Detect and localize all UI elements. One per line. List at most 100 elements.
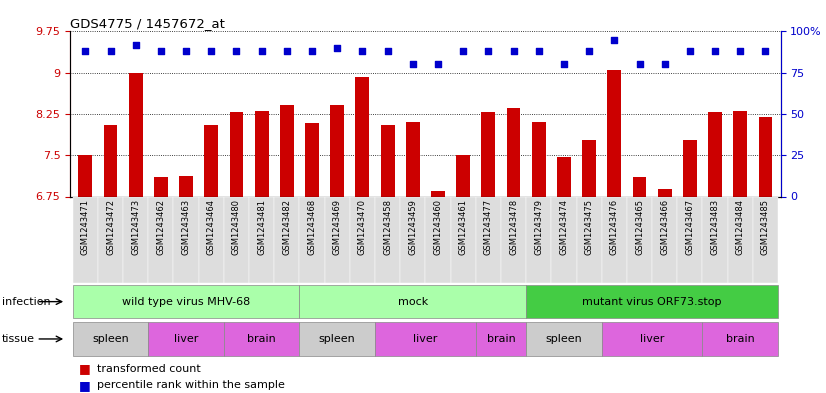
Point: [356, 48, 369, 54]
Bar: [728, 196, 752, 283]
Bar: [300, 196, 325, 283]
Text: GSM1243459: GSM1243459: [408, 199, 417, 255]
Bar: [300, 322, 375, 356]
Text: percentile rank within the sample: percentile rank within the sample: [97, 380, 284, 390]
Bar: [149, 322, 224, 356]
Bar: [582, 140, 596, 196]
Bar: [406, 122, 420, 196]
Bar: [73, 196, 98, 283]
Point: [582, 48, 596, 54]
Point: [406, 61, 420, 68]
Text: GSM1243485: GSM1243485: [761, 199, 770, 255]
Bar: [154, 177, 168, 196]
Bar: [98, 196, 123, 283]
Bar: [501, 196, 526, 283]
Text: GSM1243462: GSM1243462: [156, 199, 165, 255]
Bar: [204, 125, 218, 196]
Bar: [73, 322, 149, 356]
Point: [709, 48, 722, 54]
Bar: [532, 122, 546, 196]
Bar: [325, 196, 350, 283]
Bar: [733, 111, 748, 196]
Text: spleen: spleen: [545, 334, 582, 344]
Text: GSM1243458: GSM1243458: [383, 199, 392, 255]
Text: GSM1243479: GSM1243479: [534, 199, 544, 255]
Bar: [381, 125, 395, 196]
Bar: [375, 322, 476, 356]
Point: [532, 48, 545, 54]
Bar: [224, 196, 249, 283]
Bar: [551, 196, 577, 283]
Text: GSM1243467: GSM1243467: [686, 199, 695, 255]
Point: [431, 61, 444, 68]
Bar: [657, 189, 672, 196]
Bar: [652, 196, 677, 283]
Point: [608, 37, 621, 43]
Point: [104, 48, 117, 54]
Bar: [633, 177, 647, 196]
Bar: [456, 155, 470, 196]
Text: GSM1243468: GSM1243468: [307, 199, 316, 255]
Point: [129, 42, 142, 48]
Bar: [375, 196, 401, 283]
Bar: [677, 196, 702, 283]
Point: [683, 48, 696, 54]
Bar: [752, 196, 778, 283]
Text: GSM1243480: GSM1243480: [232, 199, 241, 255]
Point: [205, 48, 218, 54]
Bar: [179, 176, 193, 196]
Text: GSM1243466: GSM1243466: [660, 199, 669, 255]
Point: [733, 48, 747, 54]
Bar: [557, 157, 571, 196]
Text: infection: infection: [2, 297, 50, 307]
Point: [633, 61, 646, 68]
Text: ■: ■: [78, 378, 90, 392]
Bar: [577, 196, 601, 283]
Bar: [224, 322, 300, 356]
Point: [482, 48, 495, 54]
Point: [255, 48, 268, 54]
Text: GSM1243482: GSM1243482: [282, 199, 292, 255]
Text: wild type virus MHV-68: wild type virus MHV-68: [122, 297, 250, 307]
Point: [658, 61, 672, 68]
Bar: [476, 322, 526, 356]
Bar: [431, 191, 445, 196]
Point: [78, 48, 92, 54]
Text: brain: brain: [487, 334, 515, 344]
Point: [457, 48, 470, 54]
Bar: [601, 322, 702, 356]
Text: GSM1243469: GSM1243469: [333, 199, 342, 255]
Text: GSM1243471: GSM1243471: [81, 199, 90, 255]
Point: [280, 48, 293, 54]
Text: liver: liver: [413, 334, 438, 344]
Text: GDS4775 / 1457672_at: GDS4775 / 1457672_at: [70, 17, 225, 30]
Bar: [355, 77, 369, 196]
Text: GSM1243476: GSM1243476: [610, 199, 619, 255]
Point: [330, 45, 344, 51]
Bar: [199, 196, 224, 283]
Bar: [506, 108, 520, 196]
Text: GSM1243465: GSM1243465: [635, 199, 644, 255]
Bar: [73, 285, 300, 318]
Text: GSM1243477: GSM1243477: [484, 199, 493, 255]
Bar: [425, 196, 450, 283]
Text: GSM1243483: GSM1243483: [710, 199, 719, 255]
Text: ■: ■: [78, 362, 90, 375]
Bar: [758, 117, 772, 196]
Point: [507, 48, 520, 54]
Text: spleen: spleen: [93, 334, 129, 344]
Point: [381, 48, 394, 54]
Bar: [249, 196, 274, 283]
Text: brain: brain: [726, 334, 755, 344]
Bar: [482, 112, 496, 196]
Bar: [230, 112, 244, 196]
Bar: [702, 322, 778, 356]
Bar: [627, 196, 652, 283]
Bar: [350, 196, 375, 283]
Bar: [526, 196, 551, 283]
Text: spleen: spleen: [319, 334, 356, 344]
Text: GSM1243472: GSM1243472: [106, 199, 115, 255]
Point: [759, 48, 772, 54]
Text: mutant virus ORF73.stop: mutant virus ORF73.stop: [582, 297, 722, 307]
Bar: [78, 155, 93, 196]
